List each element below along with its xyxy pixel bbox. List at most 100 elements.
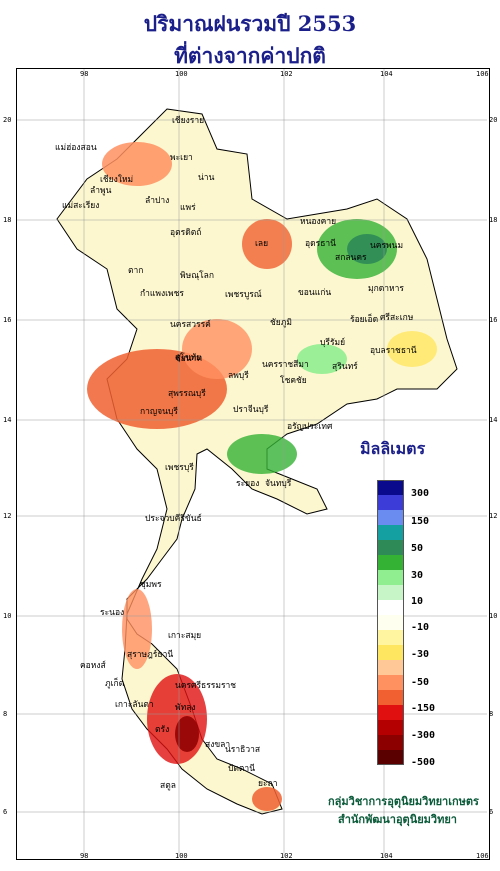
x-tick-102-top: 102 [280,70,293,78]
province-label: ปัตตานี [228,764,256,774]
province-label: หนองคาย [300,217,337,227]
legend-swatch [377,510,404,525]
x-tick-106-bottom: 106 [476,852,489,860]
province-label: นครราชสีมา [262,360,309,370]
y-tick-20-left: 20 [3,116,12,124]
province-label: คอหงส์ [80,661,106,671]
x-tick-98-bottom: 98 [80,852,89,860]
legend-swatch [377,495,404,510]
x-tick-100-top: 100 [175,70,188,78]
y-tick-16-right: 16 [489,316,498,324]
x-tick-104-bottom: 104 [380,852,393,860]
province-label: อุดรธานี [305,239,336,249]
y-tick-20-right: 20 [489,116,498,124]
legend-swatch [377,720,404,735]
y-tick-12-right: 12 [489,512,498,520]
anomaly-peninsula-orange [122,589,152,669]
province-label: ขอนแก่น [298,288,332,298]
province-label: เกาะสมุย [168,631,202,641]
x-tick-100-bottom: 100 [175,852,188,860]
province-label: ลำพูน [90,186,112,196]
y-tick-14-right: 14 [489,416,498,424]
province-label: กำแพงเพชร [140,289,184,299]
province-label: ระยอง [236,479,260,489]
province-label: นครสวรรค์ [170,320,211,330]
legend-label: -150 [411,703,436,714]
province-label: สุโขทัย [175,353,202,363]
province-label: พัทลุง [175,703,196,713]
province-label: แพร่ [180,203,196,213]
province-label: ตาก [128,266,144,276]
legend-label: 10 [411,596,424,607]
map-frame [16,68,490,860]
y-tick-14-left: 14 [3,416,12,424]
province-label: เลย [255,239,269,249]
province-label: เชียงราย [172,116,205,126]
y-tick-6-left: 6 [3,808,8,816]
y-tick-8-left: 8 [3,710,8,718]
province-label: พิษณุโลก [180,271,215,281]
legend-swatch [377,675,404,690]
legend-swatch [377,705,404,720]
anomaly-narathiwat-red [252,787,282,811]
legend-label: 50 [411,543,424,554]
legend-label: 300 [411,488,430,499]
anomaly-central-red2 [182,319,252,379]
province-label: กาญจนบุรี [140,407,178,417]
legend-swatch [377,525,404,540]
anomaly-south-darkred [175,716,199,752]
province-label: เกาะลันตา [115,700,154,710]
anomaly-korat-green [297,344,347,374]
legend-label: -10 [411,622,430,633]
province-label: ชัยนาท [175,354,202,364]
legend-swatch [377,585,404,600]
province-label: สตูล [160,781,176,791]
province-label: อรัญประเทศ [287,422,333,432]
x-tick-106-top: 106 [476,70,489,78]
legend-swatch [377,630,404,645]
y-tick-16-left: 16 [3,316,12,324]
legend-label: -500 [411,757,436,768]
province-label: นราธิวาส [225,745,261,755]
province-label: ชัยภูมิ [270,318,292,328]
y-tick-18-right: 18 [489,216,498,224]
y-tick-8-right: 8 [489,710,494,718]
legend-swatch [377,555,404,570]
credit-line2: สำนักพัฒนาอุตุนิยมวิทยา [338,813,457,826]
province-label: อุตรดิตถ์ [170,228,202,238]
province-label: แม่สะเรียง [62,201,100,211]
legend-swatch [377,690,404,705]
province-label: นครพนม [370,241,404,251]
graticule [17,69,487,857]
province-label: สุราษฎร์ธานี [127,650,174,660]
anomaly-northeast-darkgreen [347,234,387,264]
province-label: ตรัง [155,725,170,735]
x-tick-98-top: 98 [80,70,89,78]
legend-colorbar [377,480,404,765]
province-label: ร้อยเอ็ด [350,315,379,325]
province-label: มุกดาหาร [368,284,404,294]
legend-swatch [377,660,404,675]
province-label: ปราจีนบุรี [233,405,269,415]
province-label: ลพบุรี [228,371,249,381]
province-label: สงขลา [205,740,231,750]
province-label: ยะลา [258,779,278,789]
legend-swatch [377,750,404,765]
province-label: จันทบุรี [265,479,292,489]
province-label: พะเยา [170,153,193,163]
province-label: น่าน [198,173,215,183]
x-tick-102-bottom: 102 [280,852,293,860]
legend-label: -30 [411,649,430,660]
legend-swatch [377,570,404,585]
legend-swatch [377,540,404,555]
legend-swatch [377,615,404,630]
province-label: เพชรบุรี [165,463,194,473]
legend-label: 150 [411,516,430,527]
province-label: โชคชัย [280,376,307,386]
province-label: เพชรบูรณ์ [225,290,262,300]
legend-label: 30 [411,570,424,581]
map-title: ปริมาณฝนรวมปี 2553 [143,11,357,36]
legend-swatch [377,600,404,615]
legend-label: -50 [411,677,430,688]
province-label: ประจวบคีรีขันธ์ [145,514,202,524]
